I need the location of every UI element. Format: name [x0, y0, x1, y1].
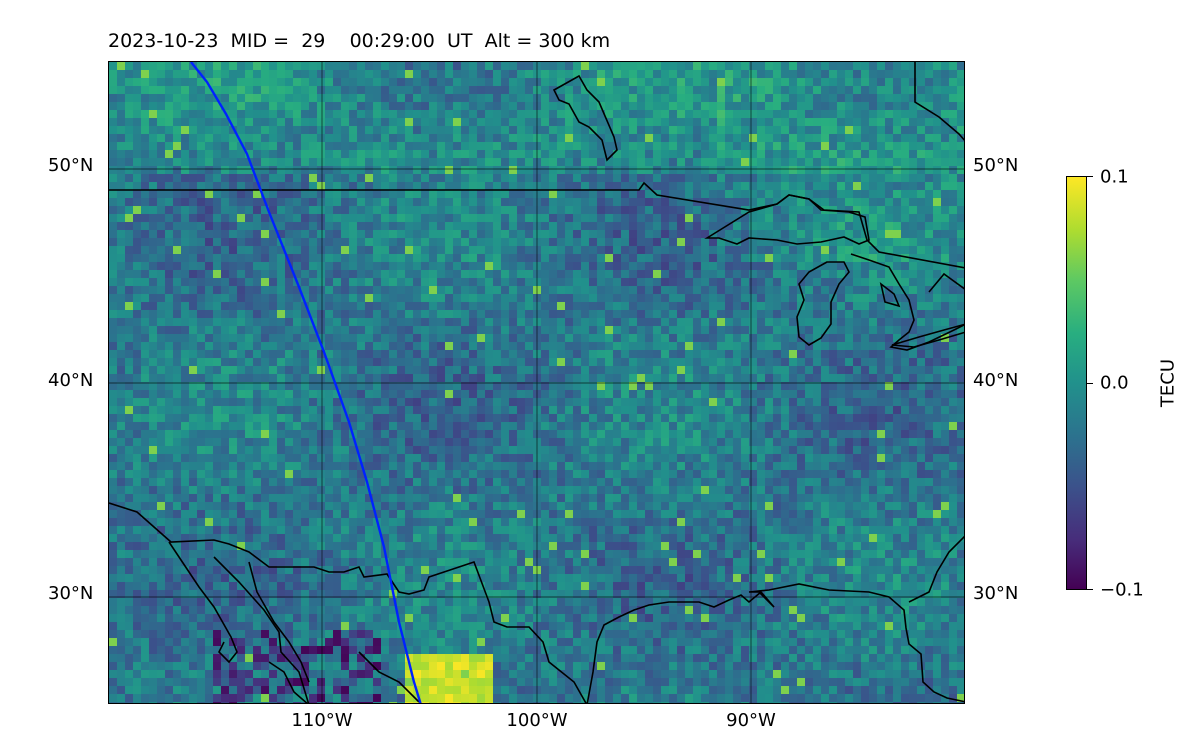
lat-label-left-30: 30°N — [48, 583, 94, 604]
lon-label-100w: 100°W — [506, 710, 568, 731]
lon-label-110w: 110°W — [291, 710, 353, 731]
tec-heatmap — [109, 62, 964, 703]
colorbar-label-max: 0.1 — [1100, 166, 1129, 188]
colorbar-label-min: −0.1 — [1100, 579, 1144, 601]
colorbar-tick-mid — [1087, 383, 1093, 384]
satellite-track — [190, 62, 422, 703]
colorbar-tick-bottom — [1087, 589, 1093, 590]
lat-label-right-30: 30°N — [973, 583, 1019, 604]
title-mid-label: MID = — [230, 30, 290, 52]
colorbar-title: TECU — [1157, 358, 1179, 408]
title-date: 2023-10-23 — [108, 30, 219, 52]
title-alt-label: Alt = — [484, 30, 533, 52]
title-time: 00:29:00 — [349, 30, 435, 52]
lat-label-right-40: 40°N — [973, 370, 1019, 391]
lon-label-90w: 90°W — [726, 710, 776, 731]
title-mid-value: 29 — [301, 30, 326, 52]
coastlines-borders — [109, 62, 964, 703]
colorbar — [1066, 176, 1087, 590]
colorbar-label-zero: 0.0 — [1100, 372, 1129, 394]
lat-label-right-50: 50°N — [973, 155, 1019, 176]
plot-title: 2023-10-23 MID = 29 00:29:00 UT Alt = 30… — [108, 30, 610, 52]
colorbar-tick-top — [1087, 176, 1093, 177]
map-canvas — [109, 62, 964, 703]
title-alt-value: 300 km — [538, 30, 611, 52]
lat-label-left-40: 40°N — [48, 370, 94, 391]
map-panel — [108, 61, 965, 704]
title-time-unit: UT — [447, 30, 473, 52]
lat-label-left-50: 50°N — [48, 155, 94, 176]
